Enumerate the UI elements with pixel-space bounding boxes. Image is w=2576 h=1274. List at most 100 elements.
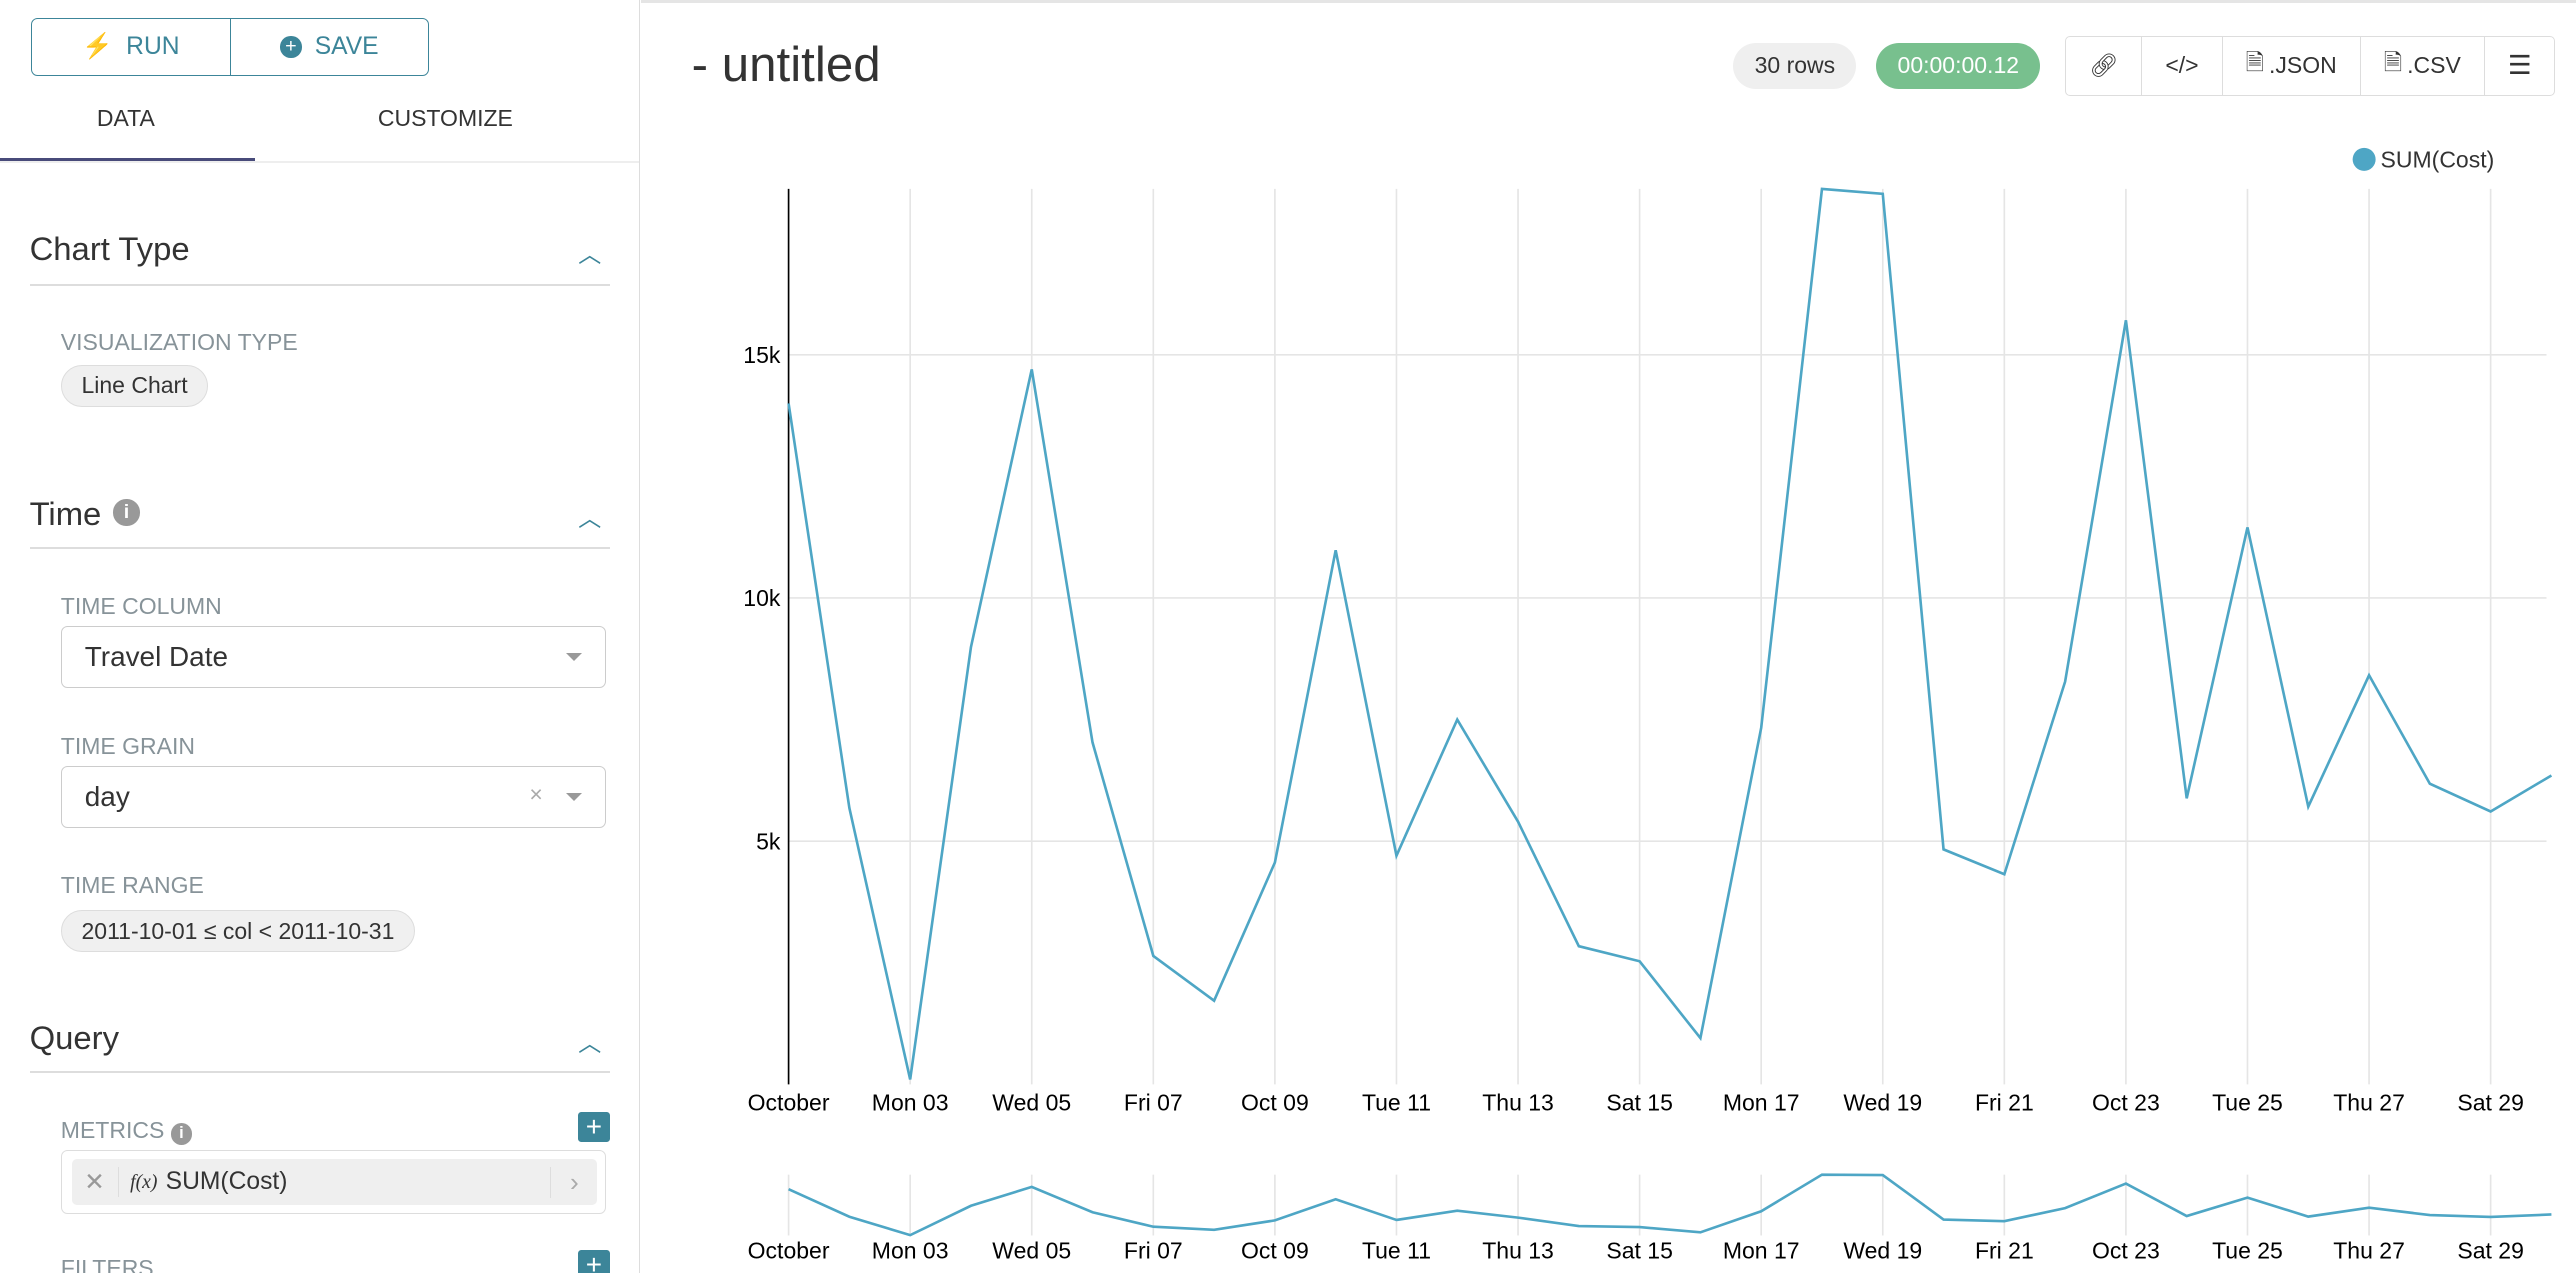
brush-x-tick-label: Thu 13 (1482, 1237, 1554, 1263)
brush-x-tick-label: October (748, 1237, 830, 1263)
clear-icon[interactable]: × (529, 781, 543, 808)
brush-x-tick-label: Tue 25 (2212, 1237, 2283, 1263)
section-title-query[interactable]: Query (29, 1018, 120, 1056)
data-point[interactable] (1272, 859, 1279, 866)
data-point[interactable] (1819, 186, 1826, 193)
section-title-chart-type[interactable]: Chart Type (29, 230, 190, 267)
data-point[interactable] (1879, 191, 1886, 198)
export-csv-button[interactable]: 🗎 .CSV (2361, 37, 2485, 95)
embed-code-button[interactable]: </> (2142, 37, 2223, 95)
data-point[interactable] (968, 644, 975, 651)
data-point[interactable] (1028, 366, 1035, 373)
data-point[interactable] (2487, 808, 2494, 815)
brush-x-tick-label: Sat 15 (1606, 1237, 1672, 1263)
data-point[interactable] (1697, 1035, 1704, 1042)
file-code-icon: 🗎 (2245, 49, 2265, 76)
chevron-up-icon[interactable]: ︿ (578, 1029, 602, 1056)
top-border (640, 0, 2576, 4)
data-point[interactable] (785, 400, 792, 407)
data-point[interactable] (1211, 997, 1218, 1004)
viz-type-select[interactable]: Line Chart (60, 364, 209, 407)
x-tick-label: Sat 29 (2457, 1090, 2524, 1116)
time-column-select[interactable]: Travel Date (60, 625, 607, 689)
x-tick-label: Wed 05 (992, 1090, 1071, 1116)
metrics-field[interactable]: ✕ f(x) SUM(Cost) › (60, 1150, 607, 1215)
data-point[interactable] (2244, 524, 2251, 531)
data-point[interactable] (1150, 953, 1157, 960)
brush-x-tick-label: Wed 05 (992, 1237, 1071, 1263)
series-line-sum-cost[interactable] (787, 187, 2553, 1080)
chart-title[interactable]: - untitled (691, 37, 881, 93)
data-point[interactable] (2305, 803, 2312, 810)
brush-x-tick-label: Mon 03 (872, 1237, 949, 1263)
legend[interactable]: SUM(Cost) (2352, 147, 2495, 173)
brush-x-tick-label: Sat 29 (2457, 1237, 2524, 1263)
data-point[interactable] (1576, 943, 1583, 950)
add-filter-button[interactable]: + (578, 1250, 610, 1274)
data-point[interactable] (2427, 780, 2434, 787)
save-button[interactable]: + SAVE (231, 19, 428, 75)
x-tick-label: Tue 11 (1362, 1090, 1431, 1116)
chevron-right-icon[interactable]: › (550, 1166, 597, 1198)
divider (29, 284, 610, 286)
row-count-badge: 30 rows (1733, 42, 1857, 89)
brush-x-tick-label: Wed 19 (1843, 1237, 1922, 1263)
chevron-up-icon[interactable]: ︿ (578, 505, 602, 532)
tab-customize[interactable]: CUSTOMIZE (377, 105, 513, 132)
brush-x-tick-label: Oct 09 (1241, 1237, 1309, 1263)
brush-x-tick-label: Fri 21 (1975, 1237, 2034, 1263)
data-point[interactable] (846, 805, 853, 812)
share-link-button[interactable]: 🔗︎ (2066, 37, 2143, 95)
action-buttons: ⚡ RUN + SAVE (31, 18, 430, 76)
time-column-label: TIME COLUMN (60, 593, 222, 620)
caret-down-icon (566, 653, 583, 662)
remove-metric-icon[interactable]: ✕ (72, 1167, 119, 1198)
bolt-icon: ⚡ (82, 33, 114, 61)
section-title-time[interactable]: Time (29, 494, 102, 532)
brush-series-line[interactable] (788, 1173, 2552, 1237)
time-range-label: TIME RANGE (60, 872, 204, 899)
metrics-label: METRICS i (61, 1117, 193, 1145)
filters-label: FILTERS (60, 1255, 154, 1274)
time-grain-label: TIME GRAIN (60, 732, 195, 759)
y-tick-label: 15k (743, 342, 781, 368)
data-point[interactable] (2062, 678, 2069, 685)
data-point[interactable] (1940, 846, 1947, 853)
query-duration-badge: 00:00:00.12 (1876, 42, 2041, 89)
data-point[interactable] (2123, 317, 2130, 324)
tab-data[interactable]: DATA (96, 105, 155, 132)
export-json-button[interactable]: 🗎 .JSON (2223, 37, 2361, 95)
data-point[interactable] (1393, 852, 1400, 859)
viz-type-label: VISUALIZATION TYPE (60, 328, 298, 355)
x-tick-label: Thu 13 (1482, 1090, 1554, 1116)
info-icon[interactable]: i (113, 499, 140, 526)
x-tick-label: Tue 25 (2212, 1090, 2283, 1116)
run-button[interactable]: ⚡ RUN (32, 19, 231, 75)
brush-x-tick-label: Fri 07 (1124, 1237, 1183, 1263)
time-range-select[interactable]: 2011-10-01 ≤ col < 2011-10-31 (60, 910, 416, 953)
data-point[interactable] (2001, 871, 2008, 878)
data-point[interactable] (1332, 547, 1339, 554)
time-grain-select[interactable]: day × (60, 765, 607, 828)
data-point[interactable] (2183, 795, 2190, 802)
x-tick-label: Fri 21 (1975, 1090, 2034, 1116)
data-point[interactable] (907, 1076, 914, 1083)
y-tick-label: 5k (756, 828, 781, 854)
data-point[interactable] (2366, 672, 2373, 679)
y-tick-label: 10k (743, 585, 781, 611)
add-metric-button[interactable]: + (578, 1112, 610, 1142)
metric-chip[interactable]: ✕ f(x) SUM(Cost) › (71, 1159, 598, 1206)
data-point[interactable] (1454, 716, 1461, 723)
data-point[interactable] (1636, 958, 1643, 965)
more-menu-button[interactable]: ☰ (2485, 37, 2555, 95)
x-tick-label: Sat 15 (1606, 1090, 1672, 1116)
data-point[interactable] (1515, 818, 1522, 825)
chevron-up-icon[interactable]: ︿ (578, 240, 602, 267)
data-point[interactable] (1089, 739, 1096, 746)
info-icon[interactable]: i (170, 1123, 193, 1145)
data-point[interactable] (2548, 772, 2555, 779)
function-icon: f(x) (130, 1170, 158, 1193)
data-point[interactable] (1758, 725, 1765, 732)
x-tick-label: Wed 19 (1843, 1090, 1922, 1116)
